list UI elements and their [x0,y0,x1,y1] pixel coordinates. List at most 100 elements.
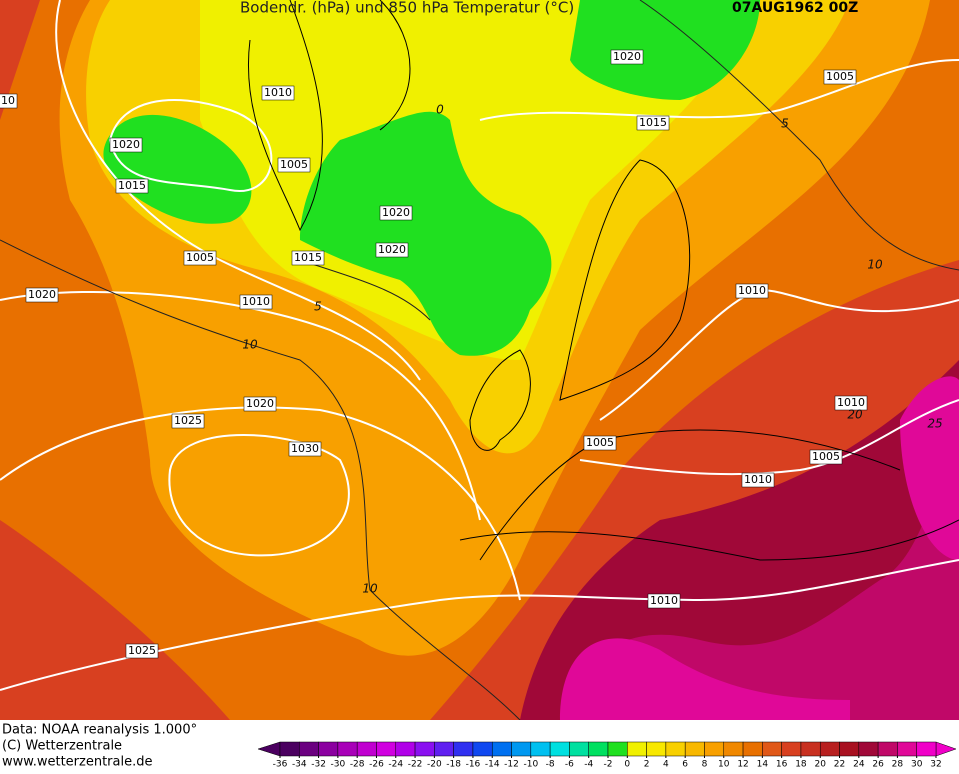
colorbar-tick-label: 4 [663,760,669,770]
colorbar-tick-label: 32 [930,760,941,770]
colorbar-segment [646,741,667,757]
isobars [0,0,959,691]
temperature-label: 25 [927,417,942,431]
colorbar-segment [434,741,454,757]
isobar-label-text: 1020 [28,288,56,301]
isobar-label-box [379,205,413,221]
isobar-label-box [291,250,325,266]
temperature-label: 20 [847,408,863,422]
colorbar-segment [897,741,917,757]
isobar-label: 1030 [288,441,322,457]
isobar-label-text: 1005 [280,158,308,171]
isobar-label: 1005 [183,250,217,266]
isobar-label-text: 1010 [650,594,678,607]
isobar-label-text: 1025 [128,644,156,657]
isobar [579,399,959,476]
isobar-label-box [243,396,277,412]
colorbar-segment [839,741,860,757]
colorbar-tick-label: 10 [718,760,730,770]
colorbar-segment [491,741,512,757]
colorbar-tick-label: -4 [584,760,593,770]
colorbar-tick-label: 24 [853,760,865,770]
isobar-label: 1015 [636,115,670,131]
isobar [0,559,959,691]
colorbar-tick-label: -12 [504,760,519,770]
colorbar-tick-label: 16 [776,760,788,770]
colorbar-tick-label: -32 [311,760,326,770]
isobar-label: 1020 [25,287,59,303]
coastline [459,519,959,561]
temperature-label: 10 [242,338,258,352]
map-title: Bodendr. (hPa) und 850 hPa Temperatur (°… [240,0,574,17]
colorbar-segment [723,741,744,757]
isobar-label: 1025 [171,413,205,429]
isobar [108,99,273,192]
isobar-label: 10 [0,93,18,109]
isobar-label: 1015 [291,250,325,266]
footer-line: Data: NOAA reanalysis 1.000° [2,723,197,738]
colorbar-tick-label: 26 [872,760,884,770]
coastline [469,349,531,451]
colorbar-tick-label: 0 [624,760,630,770]
isobar-label-box [261,85,295,101]
coastline [479,429,901,561]
colorbar-tick-label: -2 [604,760,613,770]
isobar-label-box [834,395,868,411]
colorbar-segment [684,741,705,757]
isobar-label: 1020 [243,396,277,412]
isobar-label: 1005 [583,435,617,451]
isobar-label-box [375,242,409,258]
colorbar-tick-label: 30 [911,760,923,770]
isobar-label-box [109,137,143,153]
temperature-label: 10 [867,258,883,272]
colorbar-tick-label: -8 [546,760,555,770]
colorbar-tick-label: -34 [292,760,307,770]
isobar-label: 1025 [125,643,159,659]
very-hot-zone [560,638,850,720]
colorbar-segment [318,741,339,757]
isobar-label-text: 1015 [118,179,146,192]
coastlines [248,0,959,561]
isobar-label-box [636,115,670,131]
very-hot-zone [560,400,959,720]
colorbar-segment [858,741,879,757]
isobar [0,290,481,521]
footer-line: www.wetterzentrale.de [2,755,152,770]
colorbar-tick-label: -30 [331,760,346,770]
colorbar-segment [781,741,802,757]
colorbar-segment [665,741,686,757]
temperature-label: 5 [781,117,789,131]
colorbar-segment [742,741,763,757]
colorbar-tick-label: -20 [427,760,442,770]
colorbar-segment [916,741,937,757]
temperature-label: 10 [362,582,378,596]
colorbar-tick-label: -28 [350,760,365,770]
colorbar-tick-label: 18 [795,760,807,770]
colorbar-segment [453,741,474,757]
colorbar-segment [530,741,551,757]
colorbar-segment [356,741,377,757]
isobar-label-text: 1020 [112,138,140,151]
isobar-label-text: 1030 [291,442,319,455]
colorbar-tick-label: -16 [466,760,481,770]
colorbar-segment [279,741,300,757]
isobar-label-text: 1010 [738,284,766,297]
isobar-label-text: 10 [1,94,15,107]
isobar-label-text: 1010 [744,473,772,486]
temperature-label: 0 [436,103,444,117]
colorbar-segment [800,741,821,757]
colorbar-tick-label: -26 [369,760,384,770]
colorbar-tick-label: -14 [485,760,500,770]
colorbar-tick-label: -10 [523,760,538,770]
colorbar-segment [607,741,628,757]
isobar-label-text: 1005 [586,436,614,449]
isobar-label-text: 1010 [264,86,292,99]
cold-patch [300,111,552,356]
colorbar-segment [588,741,609,757]
colorbar-segment [395,741,416,757]
colorbar-segment [549,741,570,757]
isobar-label-text: 1020 [378,243,406,256]
colorbar-tick-label: -18 [446,760,461,770]
